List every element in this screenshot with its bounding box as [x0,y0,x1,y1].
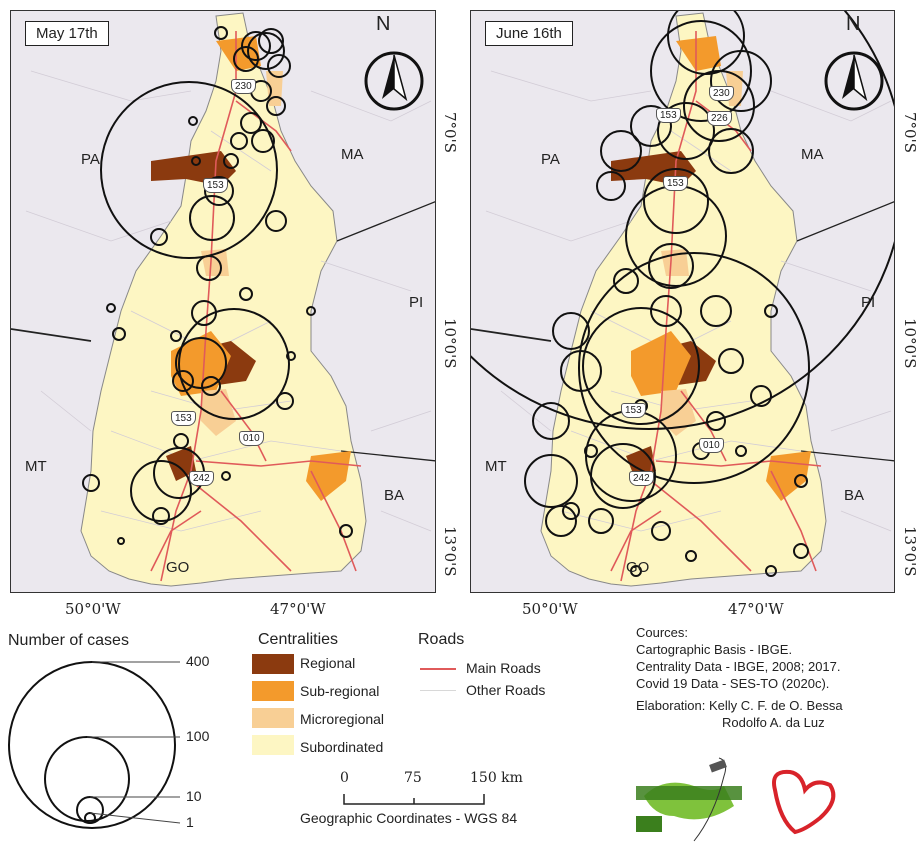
case-circles [82,26,353,545]
legend-regional: Regional [300,655,356,671]
lab-logo [636,757,742,842]
legend-main-roads: Main Roads [466,660,541,676]
road-shield: 242 [629,471,654,486]
swatch-regional [252,654,294,674]
map-canvas-june [471,11,894,592]
credits-sources-title: Cources: [636,625,689,640]
legend-subordinated: Subordinated [300,739,384,755]
scale-tick-0: 0 [340,770,349,786]
scale-bar [343,794,485,805]
microregional-area [201,389,236,436]
road-shield: 153 [621,403,646,418]
state-label-go: GO [626,559,650,576]
legend-other-roads: Other Roads [466,682,546,698]
road-shield: 153 [663,176,688,191]
lat-label-13s: 13°0'S [901,526,919,577]
regional-area [166,446,196,481]
roads-legend-title: Roads [418,631,465,648]
legend-subregional: Sub-regional [300,683,380,699]
lat-label-13s: 13°0'S [441,526,459,577]
credits-line: Covid 19 Data - SES-TO (2020c). [636,676,830,691]
road-shield: 153 [203,178,228,193]
cases-legend-title: Number of cases [8,632,129,649]
state-label-pa: PA [541,151,560,168]
subregional-area [676,36,721,71]
road-shield: 153 [656,108,681,123]
cases-legend-400: 400 [186,653,210,669]
municipal-boundaries [485,70,892,532]
subregional-area [631,331,691,396]
case-circles [471,11,894,577]
credits-elaboration-2: Rodolfo A. da Luz [722,715,825,730]
state-label-mt: MT [25,458,47,475]
main-road-line [420,668,456,670]
north-label: N [376,13,391,35]
credits-line: Cartographic Basis - IBGE. [636,642,793,657]
scale-tick-75: 75 [404,770,422,786]
state-label-pa: PA [81,151,100,168]
centralities-legend-title: Centralities [258,631,339,648]
credits-line: Centrality Data - IBGE, 2008; 2017. [636,659,841,674]
lat-label-10s: 10°0'S [441,318,459,369]
cases-legend-10: 10 [186,788,202,804]
lon-label-47w: 47°0'W [728,600,784,618]
map-canvas-may [11,11,435,592]
lat-label-10s: 10°0'S [901,318,919,369]
north-label: N [846,13,861,35]
road-shield: 242 [189,471,214,486]
scale-caption: Geographic Coordinates - WGS 84 [300,810,518,826]
swatch-microregional [252,708,294,728]
lon-label-50w: 50°0'W [65,600,121,618]
tocantins-state [540,12,827,587]
swatch-subordinated [252,735,294,755]
road-shield: 230 [709,86,734,101]
lat-label-7s: 7°0'S [901,112,919,153]
state-label-pi: PI [861,294,876,311]
cases-legend-circles [8,661,181,829]
road-shield: 226 [707,111,732,126]
road-shield: 153 [171,411,196,426]
map-june-16: June 16th N PA MA PI MT BA GO 230 153 22… [470,10,895,593]
road-shield: 010 [239,431,264,446]
cases-legend-1: 1 [186,814,194,830]
legend-microregional: Microregional [300,711,385,727]
credits-elaboration: Elaboration: Kelly C. F. de O. Bessa [636,698,843,713]
lon-label-50w: 50°0'W [522,600,578,618]
state-label-pi: PI [409,294,424,311]
heart-logo [772,769,836,835]
state-label-mt: MT [485,458,507,475]
lat-label-7s: 7°0'S [441,112,459,153]
scale-tick-150: 150 km [470,770,523,786]
map-date-label: June 16th [485,21,573,46]
state-label-go: GO [166,559,190,576]
map-may-17: May 17th N PA MA PI MT BA GO 230 153 153… [10,10,436,593]
lon-label-47w: 47°0'W [270,600,326,618]
map-date-label: May 17th [25,21,109,46]
north-arrow-icon [364,51,424,111]
state-label-ma: MA [341,146,364,163]
state-label-ba: BA [384,487,405,504]
north-arrow-icon [824,51,884,111]
swatch-subregional [252,681,294,701]
credits-block: Cources: Cartographic Basis - IBGE. Cent… [636,624,841,692]
main-roads [610,31,822,582]
road-shield: 010 [699,438,724,453]
road-shield: 230 [231,79,256,94]
cases-legend-100: 100 [186,728,210,744]
state-label-ma: MA [801,146,824,163]
other-road-line [420,690,456,691]
state-label-ba: BA [844,487,865,504]
subregional-area [171,331,231,396]
tocantins-state [80,12,367,587]
